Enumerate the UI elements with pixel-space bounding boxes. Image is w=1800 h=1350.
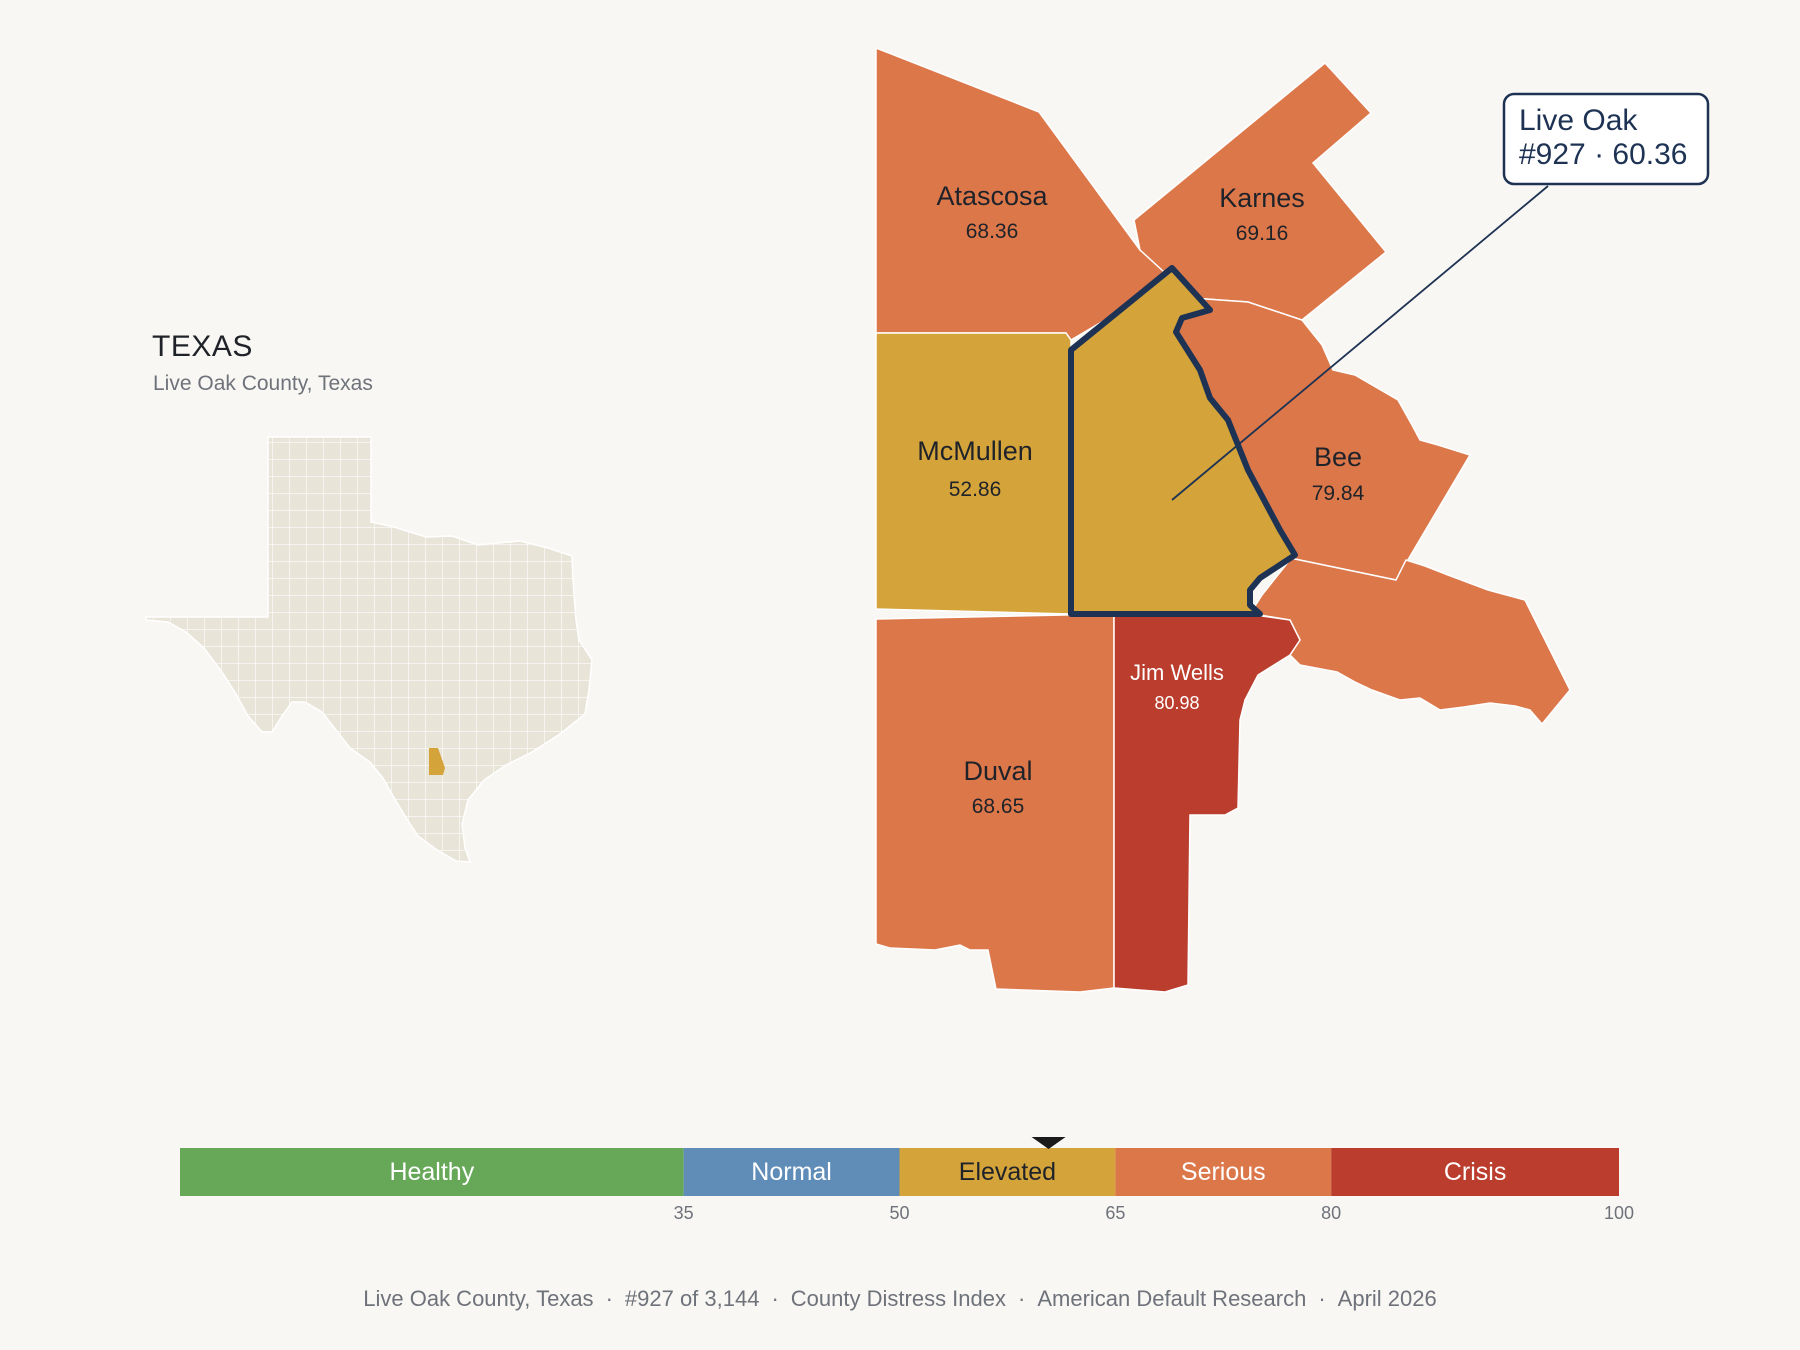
county-map [875, 46, 1571, 993]
label-duval-name: Duval [963, 756, 1032, 786]
legend-tick-80: 80 [1321, 1203, 1341, 1223]
legend-label-crisis: Crisis [1444, 1158, 1507, 1186]
callout-leader-line [1171, 185, 1549, 501]
texas-inset-map [145, 436, 593, 863]
legend-label-normal: Normal [751, 1158, 832, 1186]
texas-inset-highlight [429, 748, 445, 775]
label-karnes-value: 69.16 [1236, 222, 1289, 245]
footer: Live Oak County, Texas · #927 of 3,144 · Cou… [363, 1286, 1437, 1311]
label-jim-wells-name: Jim Wells [1130, 660, 1224, 685]
legend-scale: Healthy Normal Elevated Serious Crisis 35 50 65… [180, 1137, 1634, 1223]
legend-bin-normal [683, 1148, 900, 1196]
label-atascosa-value: 68.36 [966, 220, 1019, 243]
legend-tick-50: 50 [889, 1203, 909, 1223]
label-bee-value: 79.84 [1312, 482, 1365, 505]
legend-label-healthy: Healthy [389, 1158, 474, 1186]
county-live-oak[interactable] [1068, 265, 1298, 617]
legend-tick-100: 100 [1604, 1203, 1634, 1223]
footer-index: County Distress Index [790, 1286, 1006, 1311]
legend-bin-crisis [1331, 1148, 1619, 1196]
legend-bin-elevated [899, 1148, 1116, 1196]
label-atascosa-name: Atascosa [936, 181, 1048, 211]
label-duval-value: 68.65 [972, 795, 1025, 818]
legend-label-serious: Serious [1181, 1158, 1266, 1186]
legend-bin-serious [1115, 1148, 1332, 1196]
callout-rank-score: #927 · 60.36 [1519, 138, 1687, 171]
legend-tick-35: 35 [674, 1203, 694, 1223]
label-mcmullen-value: 52.86 [949, 478, 1002, 501]
label-mcmullen-name: McMullen [917, 436, 1033, 466]
footer-source: American Default Research [1037, 1286, 1307, 1311]
callout-county-name: Live Oak [1519, 104, 1638, 137]
label-bee-name: Bee [1314, 442, 1362, 472]
footer-county: Live Oak County, Texas [363, 1286, 594, 1311]
footer-date: April 2026 [1337, 1286, 1437, 1311]
county-mcmullen[interactable] [875, 332, 1072, 615]
legend-tick-65: 65 [1105, 1203, 1125, 1223]
label-karnes-name: Karnes [1219, 183, 1305, 213]
legend-label-elevated: Elevated [959, 1158, 1056, 1186]
callout-box [1502, 92, 1710, 186]
legend-marker-triangle [1031, 1137, 1066, 1149]
inset-county-subtitle: Live Oak County, Texas [153, 372, 373, 395]
legend-bin-healthy [180, 1148, 684, 1196]
footer-rank: #927 of 3,144 [624, 1286, 760, 1311]
inset-state-title: TEXAS [152, 330, 253, 363]
label-jim-wells-value: 80.98 [1154, 693, 1199, 713]
county-jim-wells[interactable] [1113, 613, 1301, 993]
